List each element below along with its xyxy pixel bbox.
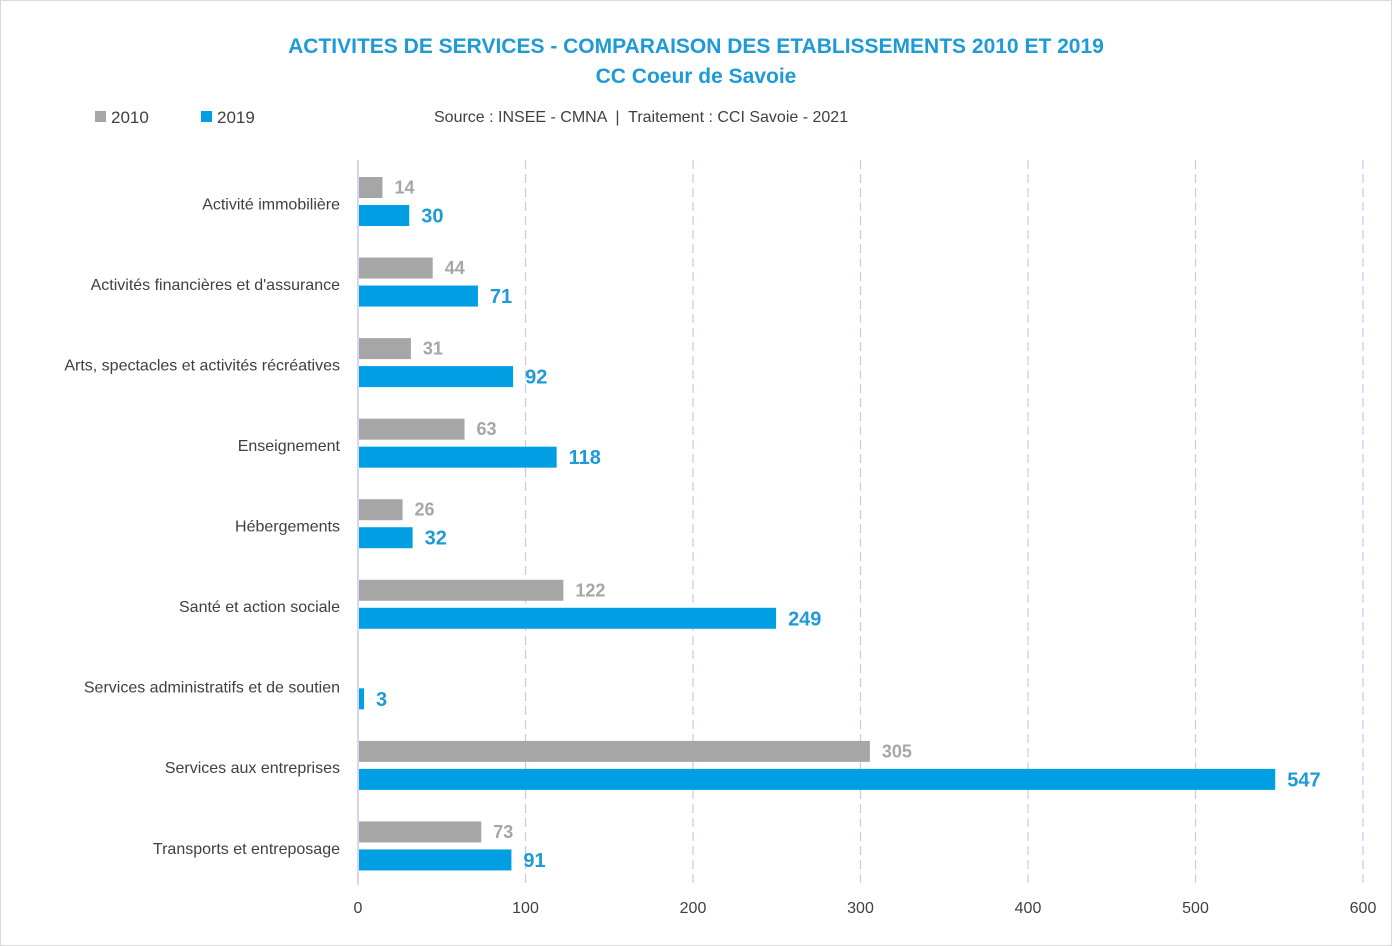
bar-2019 [359,285,478,307]
category-label: Arts, spectacles et activités récréative… [64,357,340,374]
bar-2019 [359,366,514,388]
data-label-2019: 118 [569,447,601,469]
category-label: Activité immobilière [202,196,340,213]
bar-2019 [359,205,410,226]
data-label-2019: 249 [788,608,821,630]
bar-2010 [359,821,482,843]
category-label: Transports et entreposage [153,841,340,858]
data-label-2019: 71 [490,286,512,308]
data-label-2019: 547 [1287,769,1320,791]
data-label-2010: 14 [394,178,414,198]
bar-2019 [359,527,413,549]
x-tick-label-300: 300 [847,900,874,917]
source-note: Source : INSEE - CMNA | Traitement : CCI… [434,109,849,126]
category-label: Services aux entreprises [165,760,340,777]
bar-2010 [359,338,411,360]
data-label-2010: 26 [415,500,435,520]
legend-swatch-2019 [201,111,212,122]
bar-2019 [359,849,512,871]
legend-label-2010: 2010 [111,108,149,127]
data-label-2010: 44 [445,258,465,278]
data-label-2019: 32 [425,528,447,550]
bar-2010 [359,740,870,762]
bar-2010 [359,177,383,198]
chart-title: ACTIVITES DE SERVICES - COMPARAISON DES … [288,35,1104,58]
data-label-2010: 73 [493,822,513,842]
bar-2010 [359,257,433,279]
data-label-2019: 91 [523,850,545,872]
bar-2010 [359,499,403,521]
data-label-2010: 31 [423,339,443,359]
data-label-2019: 30 [421,206,443,228]
data-label-2019: 3 [376,689,387,711]
bar-2010 [359,579,564,601]
x-tick-label-400: 400 [1015,900,1042,917]
x-tick-label-0: 0 [354,900,363,917]
bar-2019 [359,768,1276,790]
data-label-2010: 122 [575,580,605,600]
legend-item-2010: 2010 [95,108,149,128]
category-label: Enseignement [238,438,341,455]
category-label: Santé et action sociale [179,599,340,616]
legend-label-2019: 2019 [217,108,255,127]
data-label-2010: 305 [882,741,912,761]
category-label: Services administratifs et de soutien [84,680,340,697]
bar-2019 [359,446,557,468]
x-tick-label-100: 100 [512,900,539,917]
data-label-2010: 63 [477,419,497,439]
chart-subtitle: CC Coeur de Savoie [595,65,797,88]
data-label-2019: 92 [525,367,547,389]
category-label: Hébergements [235,519,340,536]
category-label: Activités financières et d'assurance [91,277,341,294]
x-tick-label-200: 200 [680,900,707,917]
bar-2019 [359,688,365,710]
legend-item-2019: 2019 [201,108,255,128]
legend-swatch-2010 [95,111,106,122]
x-tick-label-600: 600 [1350,900,1377,917]
x-tick-label-500: 500 [1182,900,1209,917]
bar-2010 [359,418,465,440]
bar-2019 [359,607,777,629]
